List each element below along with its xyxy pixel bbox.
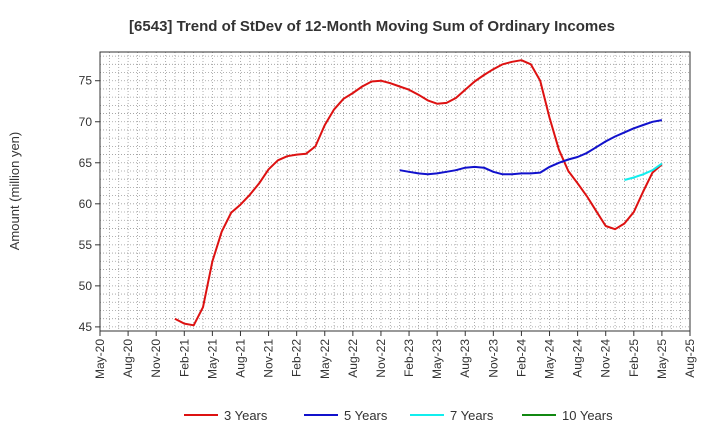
- y-tick-label: 60: [79, 197, 93, 211]
- x-tick-label: Feb-21: [177, 339, 191, 377]
- x-tick-label: Nov-22: [374, 339, 388, 378]
- x-axis-ticks: May-20 Aug-20 Nov-20 Feb-21 May-21 Aug-21 Nov-…: [93, 331, 697, 379]
- chart-title: [6543] Trend of StDev of 12-Month Moving…: [129, 18, 615, 35]
- x-tick-label: Feb-24: [514, 339, 528, 377]
- series-lines: [174, 59, 663, 327]
- x-tick-label: Nov-24: [599, 339, 613, 378]
- series-line-5-years: [399, 119, 663, 176]
- x-tick-label: Aug-24: [571, 339, 585, 378]
- series-line-3-years: [174, 59, 663, 327]
- x-tick-label: Nov-20: [149, 339, 163, 378]
- x-tick-label: May-24: [543, 339, 557, 379]
- legend: 3 Years 5 Years 7 Years 10 Years: [184, 408, 613, 423]
- grid: [100, 52, 690, 331]
- legend-label: 7 Years: [450, 408, 494, 423]
- x-tick-label: Nov-23: [486, 339, 500, 378]
- x-tick-label: Feb-25: [627, 339, 641, 377]
- x-tick-label: Feb-23: [402, 339, 416, 377]
- x-tick-label: May-22: [318, 339, 332, 379]
- y-tick-label: 55: [79, 238, 93, 252]
- series-line-7-years: [624, 162, 663, 181]
- y-tick-label: 45: [79, 320, 93, 334]
- y-tick-label: 75: [79, 74, 93, 88]
- y-axis-ticks: 45 50 55 60 65 70 75: [79, 74, 100, 334]
- x-tick-label: May-23: [430, 339, 444, 379]
- plot-frame: [99, 51, 691, 332]
- x-tick-label: May-25: [655, 339, 669, 379]
- x-tick-label: May-20: [93, 339, 107, 379]
- y-tick-label: 50: [79, 279, 93, 293]
- y-tick-label: 65: [79, 156, 93, 170]
- x-tick-label: Aug-25: [683, 339, 697, 378]
- y-axis-label: Amount (million yen): [7, 132, 22, 251]
- x-tick-label: Nov-21: [262, 339, 276, 378]
- legend-label: 3 Years: [224, 408, 268, 423]
- x-tick-label: Aug-21: [233, 339, 247, 378]
- x-tick-label: Aug-22: [346, 339, 360, 378]
- legend-label: 10 Years: [562, 408, 613, 423]
- x-tick-label: Aug-23: [458, 339, 472, 378]
- x-tick-label: Feb-22: [290, 339, 304, 377]
- y-tick-label: 70: [79, 115, 93, 129]
- x-tick-label: May-21: [205, 339, 219, 379]
- legend-label: 5 Years: [344, 408, 388, 423]
- x-tick-label: Aug-20: [121, 339, 135, 378]
